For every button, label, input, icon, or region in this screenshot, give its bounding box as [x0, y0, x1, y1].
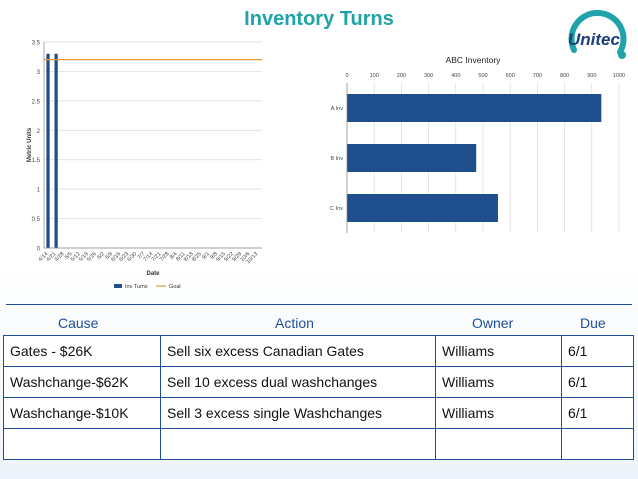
x-tick-label: 6/23 [118, 251, 130, 263]
x-tick-label: 1000 [613, 73, 625, 79]
logo-ring-icon [568, 9, 627, 59]
table-row: Washchange-$62K Sell 10 excess dual washc… [3, 366, 634, 398]
y-tick-label: 2.5 [32, 99, 41, 105]
table-cell: Sell 10 excess dual washchanges [160, 366, 436, 398]
table-cell [435, 428, 562, 460]
table-cell [561, 428, 634, 460]
x-tick-label: 500 [478, 73, 487, 79]
x-tick-label: 400 [451, 73, 460, 79]
bar [46, 53, 50, 249]
table-cell: Washchange-$10K [3, 397, 161, 429]
x-tick-label: 6/16 [110, 251, 122, 263]
x-tick-label: 5/26 [86, 251, 98, 263]
x-tick-label: 10/6 [239, 251, 251, 263]
x-tick-label: 4/28 [54, 251, 66, 263]
table-row [3, 428, 634, 460]
table-cell: 6/1 [561, 397, 634, 429]
table-cell: Williams [435, 335, 562, 367]
x-tick-label: 4/21 [46, 251, 58, 263]
table-cell: 6/1 [561, 366, 634, 398]
x-tick-label: 8/4 [169, 251, 179, 261]
x-tick-label: 7/14 [143, 251, 155, 263]
y-tick-label: 0.5 [32, 217, 41, 223]
x-tick-label: 800 [560, 73, 569, 79]
x-tick-label: 7/7 [137, 251, 147, 261]
legend-label: Inv Turns [125, 284, 148, 290]
bar [347, 94, 602, 122]
y-tick-label: B Inv [330, 156, 343, 162]
logo-text: Unitec [568, 30, 620, 49]
chart-title: ABC Inventory [446, 55, 502, 65]
x-tick-label: 4/14 [38, 251, 50, 263]
x-tick-label: 900 [587, 73, 596, 79]
header-owner: Owner [472, 315, 514, 331]
x-tick-label: 9/8 [209, 251, 219, 261]
y-tick-label: A Inv [331, 106, 343, 112]
table-row: Washchange-$10K Sell 3 excess single Wash… [3, 397, 634, 429]
x-tick-label: 7/28 [159, 251, 171, 263]
header-due: Due [580, 315, 606, 331]
y-tick-label: 3.5 [32, 41, 41, 47]
x-tick-label: 6/30 [126, 251, 138, 263]
x-axis-label: Date [146, 271, 160, 277]
x-tick-label: 0 [345, 73, 348, 79]
header-action: Action [275, 315, 314, 331]
x-tick-label: 9/22 [223, 251, 235, 263]
x-tick-label: 5/5 [64, 251, 74, 261]
y-tick-label: 0 [37, 247, 41, 253]
x-tick-label: 6/9 [104, 251, 114, 261]
bar [347, 144, 477, 172]
x-tick-label: 600 [506, 73, 515, 79]
x-tick-label: 5/19 [78, 251, 90, 263]
table-cell: Williams [435, 397, 562, 429]
action-plan-table: Gates - $26K Sell six excess Canadian Gat… [3, 335, 634, 460]
x-tick-label: 5/12 [70, 251, 82, 263]
unitec-logo: Unitec [560, 8, 636, 66]
header-cause: Cause [58, 315, 99, 331]
x-tick-label: 700 [533, 73, 542, 79]
table-cell: Washchange-$62K [3, 366, 161, 398]
table-cell [160, 428, 436, 460]
table-cell: Gates - $26K [3, 335, 161, 367]
table-cell [3, 428, 161, 460]
table-row: Gates - $26K Sell six excess Canadian Gat… [3, 335, 634, 367]
x-tick-label: 100 [370, 73, 379, 79]
inventory-turns-chart: 0 0.5 1 1.5 2 2.5 3 3.5 4/144/214/285/55/125/195… [27, 41, 262, 290]
y-axis-label: Metric Units [27, 127, 33, 162]
y-tick-label: 1.5 [32, 158, 41, 164]
x-tick-label: 9/15 [215, 251, 227, 263]
x-tick-label: 9/29 [231, 251, 243, 263]
abc-inventory-chart: ABC Inventory 0 100 200 300 400 500 600 700 800 90… [330, 55, 625, 233]
y-tick-label: 3 [37, 70, 41, 76]
x-tick-label: 200 [397, 73, 406, 79]
bar [347, 194, 498, 222]
legend-swatch-bar [114, 284, 122, 288]
x-tick-label: 6/2 [96, 251, 106, 261]
y-tick-label: 2 [37, 129, 41, 135]
section-divider [6, 304, 632, 305]
y-tick-label: C Inv [330, 206, 343, 212]
table-cell: Sell six excess Canadian Gates [160, 335, 436, 367]
table-cell: Williams [435, 366, 562, 398]
table-cell: Sell 3 excess single Washchanges [160, 397, 436, 429]
x-tick-label: 8/18 [183, 251, 195, 263]
bar [54, 53, 58, 249]
page-title: Inventory Turns [244, 8, 394, 30]
x-tick-label: 7/21 [151, 251, 163, 263]
table-cell: 6/1 [561, 335, 634, 367]
y-tick-label: 1 [37, 188, 41, 194]
x-tick-label: 8/25 [191, 251, 203, 263]
x-tick-label: 300 [424, 73, 433, 79]
legend-label: Goal [169, 284, 181, 290]
x-tick-label: 9/1 [201, 251, 211, 261]
x-tick-label: 8/11 [175, 251, 187, 263]
